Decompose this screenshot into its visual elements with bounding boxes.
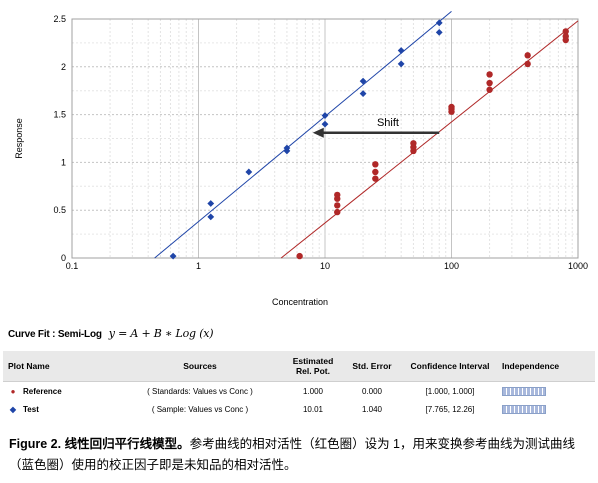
data-point-reference xyxy=(524,60,531,68)
row-std-error: 1.040 xyxy=(361,404,383,414)
header-rel-pot-line1: Estimated xyxy=(292,356,334,366)
data-point-test xyxy=(321,112,329,119)
circle-marker-icon: ● xyxy=(10,386,16,396)
data-point-reference xyxy=(410,140,417,147)
y-tick-label: 2 xyxy=(61,62,66,72)
diamond-marker-icon: ◆ xyxy=(9,404,17,414)
y-tick-labels: 0 0.5 1 1.5 2 2.5 xyxy=(53,14,66,263)
data-point-reference xyxy=(372,161,379,168)
curve-fit-label: Curve Fit : Semi-Log y = A + B ∗ Log (x) xyxy=(8,327,214,340)
data-points xyxy=(169,19,569,260)
row-rel-pot: 10.01 xyxy=(302,404,324,414)
data-point-reference xyxy=(486,71,493,78)
header-sources: Sources xyxy=(118,351,282,382)
independence-bar xyxy=(502,386,546,396)
caption-body: 参考曲线的相对活性（红色圈）设为 1，用来变换参考曲线为测试曲线（蓝色圈）使用的… xyxy=(9,437,576,472)
data-point-test xyxy=(321,120,329,128)
y-tick-label: 1.5 xyxy=(53,110,66,120)
row-source: ( Sample: Values vs Conc ) xyxy=(151,404,249,414)
data-point-test xyxy=(245,168,253,176)
header-independence: Independence xyxy=(500,351,595,382)
row-plot-name: ◆ Test xyxy=(3,400,118,418)
data-point-reference xyxy=(448,103,455,111)
plot-frame xyxy=(71,18,579,259)
curve-fit-title: Curve Fit : Semi-Log xyxy=(8,329,102,340)
header-std-error: Std. Error xyxy=(344,351,400,382)
y-axis-label: Response xyxy=(14,118,24,159)
fit-line-test xyxy=(154,10,452,259)
data-point-reference xyxy=(334,208,341,216)
row-confidence: [1.000, 1.000] xyxy=(425,386,475,396)
row-independence xyxy=(500,400,595,418)
data-point-reference xyxy=(372,168,379,176)
table-row[interactable]: ● Reference ( Standards: Values vs Conc )… xyxy=(3,382,595,401)
table-row[interactable]: ◆ Test ( Sample: Values vs Conc ) 10.01 1… xyxy=(3,400,595,418)
header-rel-pot-line2: Rel. Pot. xyxy=(295,366,330,376)
x-tick-label: 10 xyxy=(320,261,330,271)
row-plot-name: ● Reference xyxy=(3,382,118,401)
data-point-test xyxy=(283,144,291,152)
row-source: ( Standards: Values vs Conc ) xyxy=(147,386,253,396)
y-tick-label: 0 xyxy=(61,253,66,263)
data-point-reference xyxy=(486,79,493,87)
data-point-reference xyxy=(486,86,493,93)
shift-label: Shift xyxy=(377,117,399,129)
data-point-test xyxy=(397,60,405,68)
header-rel-pot: Estimated Rel. Pot. xyxy=(282,351,344,382)
caption-lead: Figure 2. 线性回归平行线模型。 xyxy=(9,437,190,451)
fit-line-reference xyxy=(280,20,579,259)
data-point-test xyxy=(435,28,443,36)
row-name: Reference xyxy=(23,386,62,396)
data-point-test xyxy=(435,19,443,27)
table-header-row: Plot Name Sources Estimated Rel. Pot. St… xyxy=(3,351,595,382)
y-tick-label: 2.5 xyxy=(53,14,66,24)
header-plot-name: Plot Name xyxy=(3,351,118,382)
data-point-reference xyxy=(334,191,341,199)
row-independence xyxy=(500,382,595,401)
data-point-reference xyxy=(524,52,531,59)
data-point-test xyxy=(359,90,367,97)
data-point-reference xyxy=(562,33,569,40)
data-point-test xyxy=(207,200,215,207)
response-concentration-chart: 0 0.5 1 1.5 2 2.5 0.1 1 10 100 1000 Shift Respons… xyxy=(14,10,588,307)
x-tick-label: 1000 xyxy=(568,261,588,271)
data-point-test xyxy=(397,47,405,54)
figure-caption: Figure 2. 线性回归平行线模型。参考曲线的相对活性（红色圈）设为 1，用… xyxy=(9,434,591,476)
y-tick-label: 1 xyxy=(61,157,66,167)
row-std-error: 0.000 xyxy=(361,386,383,396)
x-tick-labels: 0.1 1 10 100 1000 xyxy=(66,261,588,271)
data-point-reference xyxy=(372,175,379,182)
data-point-test xyxy=(207,213,215,221)
x-tick-label: 100 xyxy=(444,261,459,271)
chart-grid xyxy=(71,18,578,259)
row-confidence: [7.765, 12.26] xyxy=(425,404,475,414)
shift-annotation: Shift xyxy=(312,117,440,138)
data-point-reference xyxy=(334,202,341,209)
row-name: Test xyxy=(23,404,39,414)
results-table: Plot Name Sources Estimated Rel. Pot. St… xyxy=(3,351,595,418)
y-tick-label: 0.5 xyxy=(53,205,66,215)
data-point-reference xyxy=(562,28,569,35)
independence-bar xyxy=(502,404,546,414)
data-point-reference xyxy=(296,252,303,260)
data-point-test xyxy=(359,77,367,85)
x-axis-label: Concentration xyxy=(272,297,328,307)
x-tick-label: 1 xyxy=(196,261,201,271)
data-point-test xyxy=(169,252,177,260)
row-rel-pot: 1.000 xyxy=(302,386,324,396)
shift-arrow-head xyxy=(312,127,324,138)
fit-lines xyxy=(154,10,579,259)
curve-fit-equation: y = A + B ∗ Log (x) xyxy=(108,327,214,340)
x-tick-label: 0.1 xyxy=(66,261,79,271)
header-confidence: Confidence Interval xyxy=(400,351,500,382)
